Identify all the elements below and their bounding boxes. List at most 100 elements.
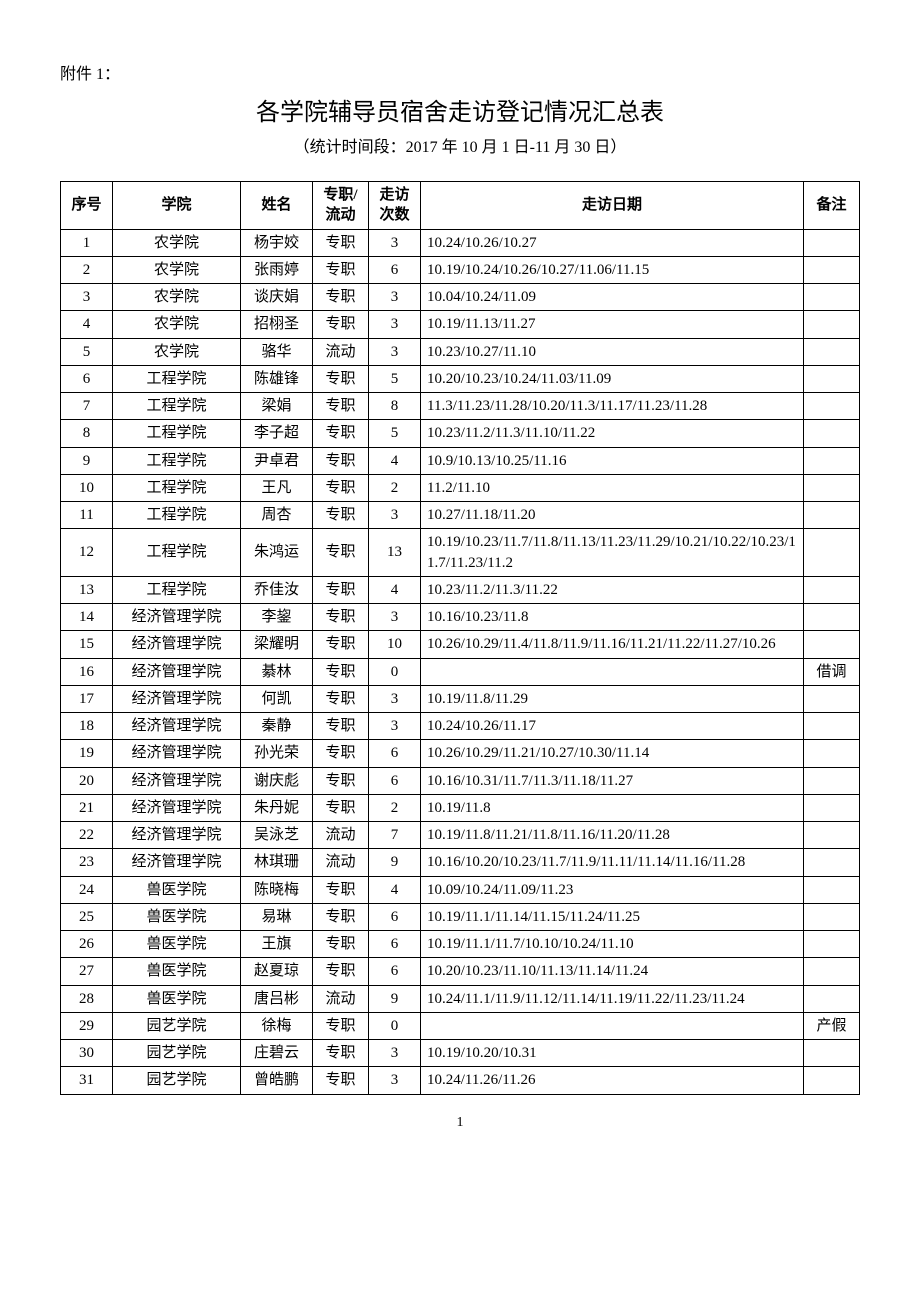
table-cell: 10.26/10.29/11.21/10.27/10.30/11.14 bbox=[421, 740, 804, 767]
table-cell: 13 bbox=[61, 576, 113, 603]
table-cell: 6 bbox=[369, 958, 421, 985]
table-cell: 流动 bbox=[313, 338, 369, 365]
table-row: 13工程学院乔佳汝专职410.23/11.2/11.3/11.22 bbox=[61, 576, 860, 603]
table-row: 22经济管理学院吴泳芝流动710.19/11.8/11.21/11.8/11.1… bbox=[61, 822, 860, 849]
table-cell bbox=[421, 1012, 804, 1039]
table-cell: 21 bbox=[61, 794, 113, 821]
table-cell: 借调 bbox=[804, 658, 860, 685]
table-row: 7工程学院梁娟专职811.3/11.23/11.28/10.20/11.3/11… bbox=[61, 393, 860, 420]
table-cell: 10.24/10.26/10.27 bbox=[421, 229, 804, 256]
table-cell bbox=[804, 631, 860, 658]
table-cell: 10.19/11.8/11.21/11.8/11.16/11.20/11.28 bbox=[421, 822, 804, 849]
table-cell: 10.26/10.29/11.4/11.8/11.9/11.16/11.21/1… bbox=[421, 631, 804, 658]
table-cell: 专职 bbox=[313, 903, 369, 930]
col-college: 学院 bbox=[113, 182, 241, 230]
table-row: 29园艺学院徐梅专职0产假 bbox=[61, 1012, 860, 1039]
table-cell: 周杏 bbox=[241, 502, 313, 529]
table-cell: 农学院 bbox=[113, 338, 241, 365]
table-cell: 7 bbox=[61, 393, 113, 420]
table-cell: 10.20/10.23/10.24/11.03/11.09 bbox=[421, 365, 804, 392]
table-cell: 10.27/11.18/11.20 bbox=[421, 502, 804, 529]
table-cell: 专职 bbox=[313, 767, 369, 794]
table-row: 14经济管理学院李鋆专职310.16/10.23/11.8 bbox=[61, 604, 860, 631]
table-row: 28兽医学院唐吕彬流动910.24/11.1/11.9/11.12/11.14/… bbox=[61, 985, 860, 1012]
table-cell: 专职 bbox=[313, 447, 369, 474]
summary-table: 序号 学院 姓名 专职/流动 走访次数 走访日期 备注 1农学院杨宇姣专职310… bbox=[60, 181, 860, 1095]
table-cell bbox=[804, 903, 860, 930]
table-cell: 10.24/10.26/11.17 bbox=[421, 713, 804, 740]
table-row: 5农学院骆华流动310.23/10.27/11.10 bbox=[61, 338, 860, 365]
table-cell: 10.24/11.1/11.9/11.12/11.14/11.19/11.22/… bbox=[421, 985, 804, 1012]
table-cell bbox=[804, 474, 860, 501]
table-cell: 15 bbox=[61, 631, 113, 658]
table-cell: 专职 bbox=[313, 393, 369, 420]
table-cell: 10.23/10.27/11.10 bbox=[421, 338, 804, 365]
table-cell: 经济管理学院 bbox=[113, 794, 241, 821]
table-cell: 经济管理学院 bbox=[113, 849, 241, 876]
table-cell: 0 bbox=[369, 1012, 421, 1039]
table-cell bbox=[804, 931, 860, 958]
table-cell: 6 bbox=[369, 903, 421, 930]
table-cell: 朱丹妮 bbox=[241, 794, 313, 821]
table-cell: 专职 bbox=[313, 713, 369, 740]
table-cell: 3 bbox=[61, 284, 113, 311]
table-cell: 专职 bbox=[313, 931, 369, 958]
table-cell: 易琳 bbox=[241, 903, 313, 930]
table-cell bbox=[804, 985, 860, 1012]
table-cell: 8 bbox=[61, 420, 113, 447]
table-cell: 兽医学院 bbox=[113, 985, 241, 1012]
table-row: 19经济管理学院孙光荣专职610.26/10.29/11.21/10.27/10… bbox=[61, 740, 860, 767]
table-cell: 专职 bbox=[313, 1040, 369, 1067]
table-cell: 2 bbox=[61, 256, 113, 283]
table-cell: 14 bbox=[61, 604, 113, 631]
col-dates: 走访日期 bbox=[421, 182, 804, 230]
table-cell: 朱鸿运 bbox=[241, 529, 313, 577]
table-row: 17经济管理学院何凯专职310.19/11.8/11.29 bbox=[61, 685, 860, 712]
table-row: 18经济管理学院秦静专职310.24/10.26/11.17 bbox=[61, 713, 860, 740]
table-cell: 专职 bbox=[313, 256, 369, 283]
table-cell bbox=[804, 767, 860, 794]
table-cell: 梁耀明 bbox=[241, 631, 313, 658]
table-cell: 经济管理学院 bbox=[113, 822, 241, 849]
table-cell: 经济管理学院 bbox=[113, 658, 241, 685]
table-cell: 工程学院 bbox=[113, 447, 241, 474]
table-cell bbox=[804, 740, 860, 767]
table-cell: 专职 bbox=[313, 529, 369, 577]
table-cell bbox=[804, 365, 860, 392]
table-cell: 李子超 bbox=[241, 420, 313, 447]
page-number: 1 bbox=[60, 1115, 860, 1131]
table-row: 25兽医学院易琳专职610.19/11.1/11.14/11.15/11.24/… bbox=[61, 903, 860, 930]
table-cell: 10.19/11.1/11.14/11.15/11.24/11.25 bbox=[421, 903, 804, 930]
table-cell: 25 bbox=[61, 903, 113, 930]
table-row: 21经济管理学院朱丹妮专职210.19/11.8 bbox=[61, 794, 860, 821]
table-cell: 6 bbox=[369, 931, 421, 958]
table-cell: 工程学院 bbox=[113, 502, 241, 529]
table-row: 2农学院张雨婷专职610.19/10.24/10.26/10.27/11.06/… bbox=[61, 256, 860, 283]
table-cell bbox=[804, 1040, 860, 1067]
table-cell: 杨宇姣 bbox=[241, 229, 313, 256]
table-row: 27兽医学院赵夏琼专职610.20/10.23/11.10/11.13/11.1… bbox=[61, 958, 860, 985]
table-row: 4农学院招栩圣专职310.19/11.13/11.27 bbox=[61, 311, 860, 338]
table-cell: 专职 bbox=[313, 311, 369, 338]
table-cell: 3 bbox=[369, 229, 421, 256]
table-cell: 13 bbox=[369, 529, 421, 577]
table-cell bbox=[421, 658, 804, 685]
table-cell: 20 bbox=[61, 767, 113, 794]
table-cell: 31 bbox=[61, 1067, 113, 1094]
table-cell: 专职 bbox=[313, 1067, 369, 1094]
table-cell: 林琪珊 bbox=[241, 849, 313, 876]
table-cell: 5 bbox=[369, 420, 421, 447]
table-cell: 10.19/10.23/11.7/11.8/11.13/11.23/11.29/… bbox=[421, 529, 804, 577]
table-cell: 10.04/10.24/11.09 bbox=[421, 284, 804, 311]
table-cell: 流动 bbox=[313, 985, 369, 1012]
table-cell bbox=[804, 338, 860, 365]
table-cell: 9 bbox=[61, 447, 113, 474]
table-cell: 经济管理学院 bbox=[113, 740, 241, 767]
table-cell bbox=[804, 393, 860, 420]
table-cell bbox=[804, 311, 860, 338]
table-cell: 10.16/10.23/11.8 bbox=[421, 604, 804, 631]
table-cell: 专职 bbox=[313, 284, 369, 311]
table-cell bbox=[804, 1067, 860, 1094]
table-cell: 经济管理学院 bbox=[113, 713, 241, 740]
table-cell: 4 bbox=[61, 311, 113, 338]
